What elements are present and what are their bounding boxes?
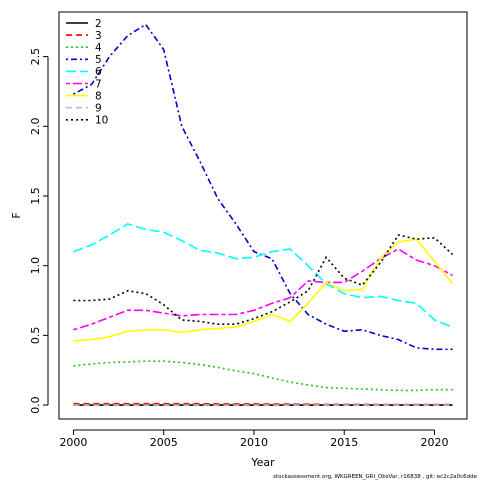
- y-tick-label: 0.5: [29, 327, 42, 345]
- series-line-8: [73, 238, 454, 342]
- legend-label-2: 2: [95, 18, 102, 30]
- y-tick-label: 0.0: [29, 396, 42, 414]
- x-tick-label: 2005: [150, 436, 178, 449]
- x-tick-label: 2015: [330, 436, 358, 449]
- x-tick-label: 2020: [421, 436, 449, 449]
- x-axis-label: Year: [250, 456, 275, 469]
- y-axis-label: F: [10, 212, 23, 218]
- legend-label-8: 8: [95, 90, 102, 102]
- y-tick-label: 2.0: [29, 118, 42, 136]
- plot-lines-layer: [73, 23, 454, 406]
- series-line-5: [73, 23, 453, 351]
- legend-label-6: 6: [95, 66, 102, 78]
- plot-frame: [58, 11, 468, 420]
- y-tick-label: 1.5: [29, 187, 42, 205]
- legend-label-4: 4: [95, 42, 102, 54]
- legend-label-9: 9: [95, 103, 102, 115]
- series-line-4: [73, 360, 453, 392]
- y-tick-label: 2.5: [29, 48, 42, 65]
- y-tick-label: 1.0: [29, 257, 42, 275]
- legend-label-10: 10: [95, 115, 108, 127]
- series-line-6: [73, 223, 453, 328]
- footer-text: stockassessment.org, WKGREEN_GRI_ObsVar,…: [273, 474, 477, 480]
- series-line-10: [73, 234, 454, 325]
- legend-label-3: 3: [95, 30, 102, 42]
- x-tick-label: 2010: [240, 436, 268, 449]
- x-tick-label: 2000: [59, 436, 87, 449]
- series-line-7: [73, 248, 453, 331]
- axes-layer: 2000 2005 2010 2015 2020 0.0 0.5 1.0 1.5 2.0 2.5: [29, 11, 468, 449]
- legend-label-5: 5: [95, 54, 102, 66]
- legend-label-7: 7: [95, 78, 102, 90]
